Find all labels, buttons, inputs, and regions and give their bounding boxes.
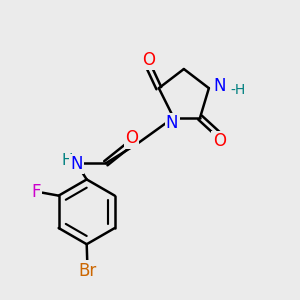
Text: -H: -H (230, 82, 245, 97)
Text: O: O (142, 51, 155, 69)
Text: H: H (61, 153, 73, 168)
Text: O: O (213, 132, 226, 150)
Text: F: F (31, 183, 41, 201)
Text: N: N (214, 77, 226, 95)
Text: O: O (125, 129, 138, 147)
Text: N: N (70, 155, 82, 173)
Text: N: N (166, 114, 178, 132)
Text: Br: Br (78, 262, 96, 280)
